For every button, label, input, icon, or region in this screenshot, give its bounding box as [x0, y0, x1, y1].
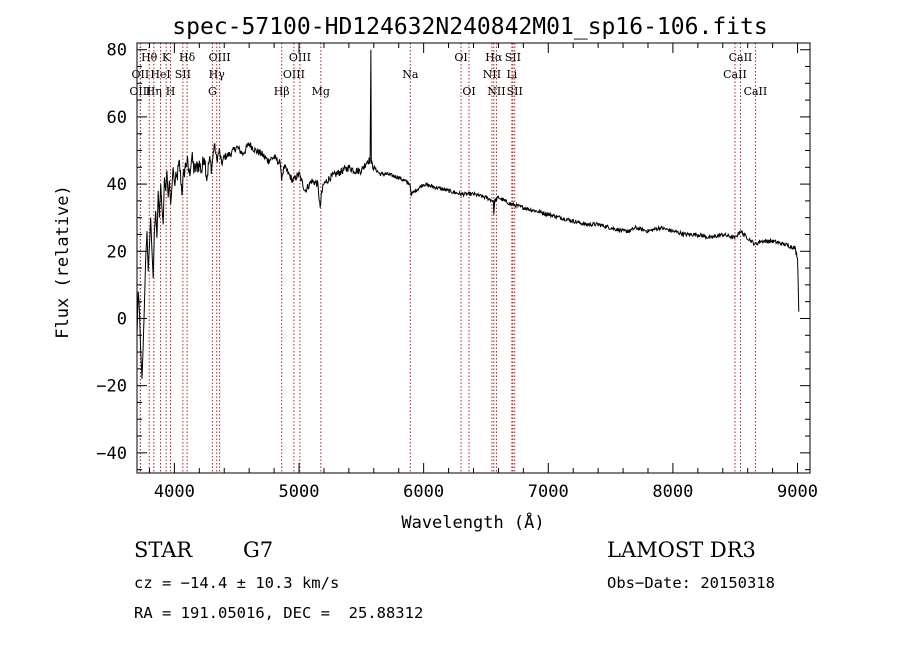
y-tick-label: 80 [107, 41, 127, 61]
spectral-line-label: NII [487, 85, 505, 98]
x-axis-label: Wavelength (Å) [401, 511, 544, 533]
spectral-line-label: H [166, 85, 176, 98]
spectral-line-label: Hδ [179, 51, 196, 64]
plot-frame [136, 42, 811, 474]
x-axis: 4000 5000 6000 7000 8000 9000 [148, 43, 818, 502]
spectral-line-label: Hα [485, 51, 503, 64]
redshift-value: cz = −14.4 ± 10.3 km/s [134, 574, 340, 592]
x-tick-label: 7000 [528, 482, 569, 502]
y-tick-label: −40 [96, 444, 127, 464]
chart-title: spec-57100-HD124632N240842M01_sp16-106.f… [172, 14, 767, 40]
x-tick-label: 9000 [777, 482, 818, 502]
survey-name: LAMOST DR3 [607, 538, 756, 562]
spectral-line-label: SII [505, 51, 521, 64]
observation-date: Obs−Date: 20150318 [607, 574, 775, 592]
y-tick-label: 0 [117, 309, 127, 329]
object-subclass: G7 [243, 538, 274, 562]
spectral-line-label: OIII [129, 85, 151, 98]
sky-coordinates: RA = 191.05016, DEC = 25.88312 [134, 604, 424, 622]
spectral-line-label: Mg [312, 85, 330, 98]
spectral-line-label: OIII [289, 51, 311, 64]
y-tick-label: 20 [107, 242, 127, 262]
spectral-line-label: Hθ [141, 51, 158, 64]
spectral-line-label: Hγ [209, 68, 226, 81]
spectrum-series-layer [136, 49, 800, 379]
y-axis-label: Flux (relative) [53, 185, 73, 339]
spectrum-line [136, 49, 800, 379]
x-tick-label: 8000 [652, 482, 693, 502]
y-axis: −40 −20 0 20 40 60 80 [96, 41, 810, 471]
spectral-line-label: HeI [150, 68, 170, 81]
spectral-line-label: Hη [146, 85, 162, 98]
spectral-line-label: CaII [723, 68, 747, 81]
spectral-line-label: OI [462, 85, 475, 98]
spectral-line-label: OI [454, 51, 467, 64]
y-tick-label: 40 [107, 175, 127, 195]
x-tick-label: 4000 [154, 482, 195, 502]
spectral-line-label: OIII [283, 68, 305, 81]
object-class: STAR [134, 538, 193, 562]
x-tick-label: 6000 [403, 482, 444, 502]
spectral-line-label: Hβ [274, 85, 290, 98]
x-tick-label: 5000 [279, 482, 320, 502]
spectral-line-label: SII [175, 68, 191, 81]
spectral-line-label: SII [507, 85, 523, 98]
spectral-line-label: Li [506, 68, 517, 81]
spectral-line-label: OIII [209, 51, 231, 64]
y-tick-label: 60 [107, 108, 127, 128]
spectral-line-label: NII [483, 68, 501, 81]
spectral-line-label: CaII [744, 85, 768, 98]
y-tick-label: −20 [96, 377, 127, 397]
spectral-line-label: G [208, 85, 217, 98]
spectral-line-label: Na [402, 68, 419, 81]
spectral-line-label: CaII [729, 51, 753, 64]
spectral-line-label: K [162, 51, 171, 64]
